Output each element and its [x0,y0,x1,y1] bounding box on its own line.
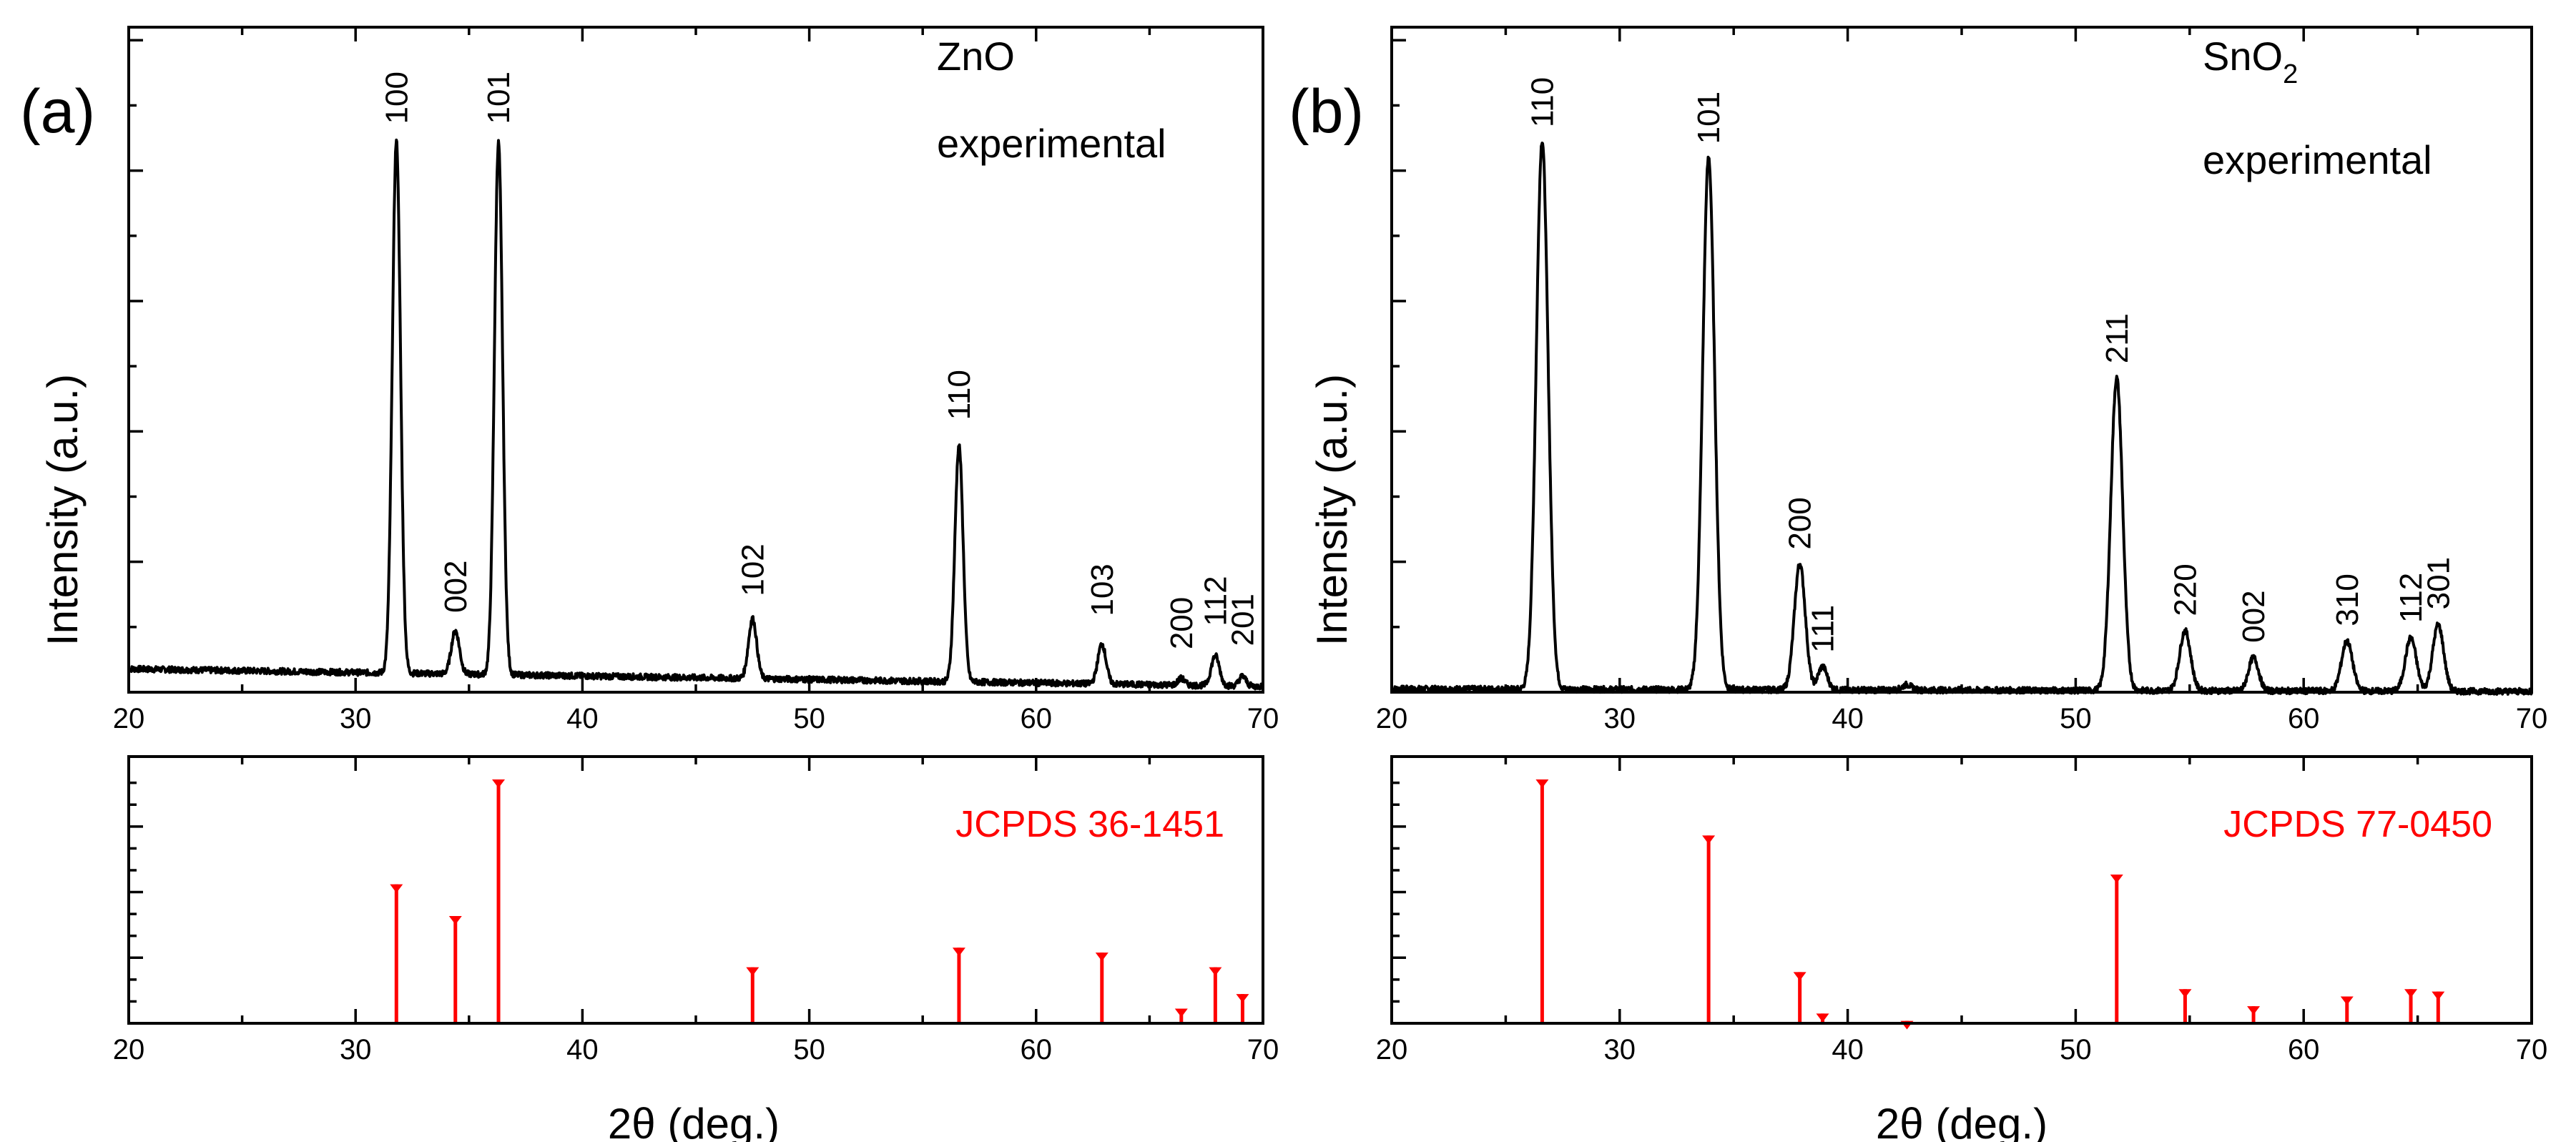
sno2-ref-ticks: 20 30 40 50 60 70 [1376,757,2548,1065]
x-tick-label: 50 [793,703,825,734]
x-tick-label: 40 [566,703,599,734]
peak-label: 220 [2168,563,2203,616]
reference-bar-cap [1535,779,1549,788]
x-tick-label: 60 [2288,703,2320,734]
x-tick-label: 30 [340,703,372,734]
reference-bar-cap [1702,835,1716,845]
x-tick-label: 40 [566,1034,599,1065]
reference-bar-cap [2247,1006,2261,1015]
peak-label: 101 [481,72,516,124]
sno2-experimental-label: experimental [2203,137,2432,182]
peak-label: 002 [438,561,473,613]
zno-reference-panel: JCPDS 36-1451 20 30 40 50 60 70 2θ (deg.) [113,755,1279,1142]
sno2-reference-bars [1535,779,2445,1030]
peak-label: 301 [2421,557,2456,609]
zno-reference-bars [390,779,1249,1023]
peak-label: 110 [942,370,977,420]
peak-label: 310 [2330,574,2365,626]
reference-bar-cap [1236,994,1249,1003]
x-tick-label: 30 [1604,1034,1636,1065]
zno-sample-label: ZnO [937,34,1015,79]
peak-label: 112 [1198,576,1233,626]
sno2-exp-ticks: 20 30 40 50 60 70 [1376,27,2548,734]
reference-bar-cap [746,967,759,976]
zno-xrd-pattern [127,138,1264,691]
peak-label: 101 [1691,92,1726,144]
x-tick-label: 70 [1247,703,1279,734]
zno-experimental-panel: (a) ZnO experimental Intensity (a.u.) 20… [20,26,1279,734]
x-tick-label: 60 [1021,703,1053,734]
x-tick-label: 30 [1604,703,1636,734]
zno-experimental-label: experimental [937,121,1166,166]
reference-bar-cap [448,915,462,925]
x-tick-label: 20 [1376,703,1408,734]
reference-bar-cap [1816,1013,1829,1023]
panel-label-a: (a) [20,77,95,146]
reference-bar-cap [1209,967,1222,976]
zno-reference-label: JCPDS 36-1451 [955,804,1224,845]
reference-bar-cap [2432,991,2445,1000]
x-tick-label: 50 [793,1034,825,1065]
x-tick-label: 70 [2516,1034,2548,1065]
x-tick-label: 60 [1021,1034,1053,1065]
x-tick-label: 20 [1376,1034,1408,1065]
peak-label: 103 [1085,563,1120,616]
peak-label: 200 [1783,497,1818,549]
x-tick-label: 20 [113,703,145,734]
reference-bar-cap [952,947,965,957]
panel-label-b: (b) [1289,77,1364,146]
reference-bar-cap [390,884,403,893]
x-tick-label: 40 [1832,1034,1864,1065]
reference-bar-cap [2110,874,2123,883]
x-tick-label: 50 [2060,1034,2092,1065]
peak-label: 200 [1164,597,1199,649]
peak-label: 102 [735,543,770,596]
peak-label: 100 [379,72,414,124]
sno2-formula: SnO [2203,34,2283,79]
sno2-ref-plot-frame [1390,755,2533,1025]
peak-label: 112 [2394,573,2429,623]
peak-label: 110 [1525,77,1560,127]
x-tick-label: 30 [340,1034,372,1065]
x-tick-label: 40 [1832,703,1864,734]
reference-bar-cap [1174,1008,1188,1018]
peak-label: 201 [1225,594,1260,646]
x-tick-label: 20 [113,1034,145,1065]
x-tick-label: 50 [2060,703,2092,734]
sno2-reference-label: JCPDS 77-0450 [2223,804,2492,845]
peak-label: 211 [2100,313,2135,363]
reference-bar-cap [492,779,506,788]
sno2-y-axis-title: Intensity (a.u.) [1308,374,1356,646]
peak-label: 002 [2236,590,2271,642]
sno2-formula-subscript: 2 [2283,59,2298,89]
reference-bar-cap [2340,996,2354,1005]
x-tick-label: 70 [2516,703,2548,734]
zno-x-axis-title: 2θ (deg.) [608,1100,780,1142]
zno-exp-ticks: 20 30 40 50 60 70 [113,27,1279,734]
reference-bar-cap [2404,989,2418,998]
zno-ref-plot-frame [127,755,1264,1025]
sno2-reference-panel: JCPDS 77-0450 20 30 40 50 60 70 2θ (deg.) [1376,755,2548,1142]
zno-ref-ticks: 20 30 40 50 60 70 [113,757,1279,1065]
sno2-experimental-panel: (b) SnO2 experimental Intensity (a.u.) 2… [1289,26,2548,734]
reference-bar-cap [1793,972,1806,981]
x-tick-label: 70 [1247,1034,1279,1065]
reference-bar-cap [1095,953,1108,962]
reference-bar-cap [2178,989,2192,998]
sno2-exp-plot-frame [1390,26,2533,694]
x-tick-label: 60 [2288,1034,2320,1065]
sno2-x-axis-title: 2θ (deg.) [1876,1100,2047,1142]
peak-label: 111 [1806,605,1841,653]
sno2-sample-label: SnO2 [2203,34,2298,89]
zno-y-axis-title: Intensity (a.u.) [39,374,87,646]
zno-exp-plot-frame [127,26,1264,694]
